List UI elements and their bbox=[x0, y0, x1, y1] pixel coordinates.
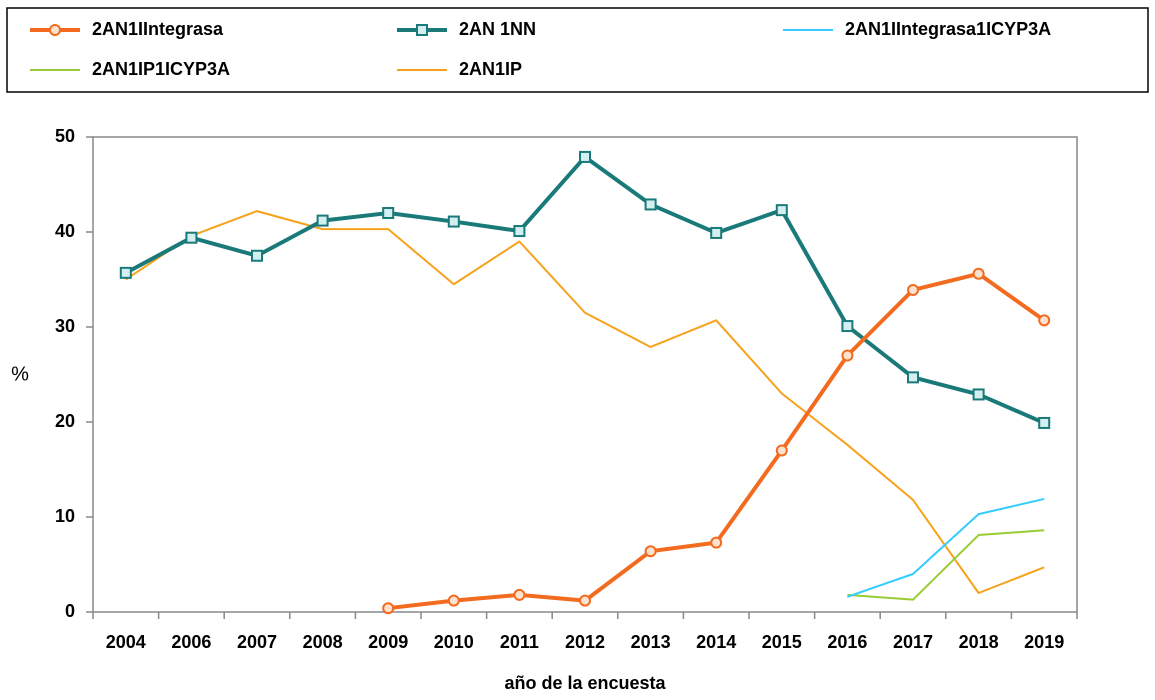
y-tick-label: 40 bbox=[55, 221, 75, 241]
y-tick-label: 20 bbox=[55, 411, 75, 431]
x-tick-label: 2017 bbox=[893, 632, 933, 652]
marker bbox=[579, 594, 591, 607]
marker bbox=[972, 388, 985, 401]
marker bbox=[907, 283, 919, 296]
legend-marker bbox=[49, 24, 61, 36]
marker bbox=[447, 594, 460, 607]
y-tick-label: 10 bbox=[55, 506, 75, 526]
x-tick-label: 2008 bbox=[303, 632, 343, 652]
marker bbox=[710, 536, 723, 549]
marker bbox=[710, 226, 723, 239]
x-axis-label: año de la encuesta bbox=[504, 673, 666, 693]
marker bbox=[382, 602, 395, 615]
legend-label: 2AN1IIntegrasa1ICYP3A bbox=[845, 19, 1051, 39]
x-tick-label: 2004 bbox=[106, 632, 146, 652]
plot-area bbox=[92, 136, 1078, 613]
marker bbox=[775, 204, 788, 217]
marker bbox=[972, 267, 985, 280]
marker bbox=[1038, 416, 1051, 429]
marker bbox=[513, 225, 526, 238]
legend-marker bbox=[416, 24, 428, 36]
x-tick-label: 2019 bbox=[1024, 632, 1064, 652]
x-tick-label: 2010 bbox=[434, 632, 474, 652]
marker bbox=[447, 215, 460, 228]
marker bbox=[316, 214, 329, 227]
marker bbox=[119, 266, 132, 279]
x-tick-label: 2012 bbox=[565, 632, 605, 652]
marker bbox=[775, 444, 788, 457]
y-tick-label: 50 bbox=[55, 126, 75, 146]
y-tick-label: 30 bbox=[55, 316, 75, 336]
marker bbox=[579, 150, 591, 163]
marker bbox=[841, 349, 854, 362]
x-tick-label: 2014 bbox=[696, 632, 736, 652]
marker bbox=[185, 231, 198, 244]
marker bbox=[1038, 314, 1051, 327]
x-tick-label: 2007 bbox=[237, 632, 277, 652]
x-tick-label: 2009 bbox=[368, 632, 408, 652]
marker bbox=[644, 545, 657, 558]
marker bbox=[251, 249, 263, 262]
marker bbox=[644, 198, 657, 211]
series-line bbox=[125, 210, 1045, 594]
marker bbox=[513, 588, 526, 601]
legend-label: 2AN1IIntegrasa bbox=[92, 19, 224, 39]
y-tick-label: 0 bbox=[65, 601, 75, 621]
x-tick-label: 2013 bbox=[631, 632, 671, 652]
y-axis-label: % bbox=[11, 363, 29, 385]
marker bbox=[907, 371, 919, 384]
x-tick-label: 2016 bbox=[827, 632, 867, 652]
legend-label: 2AN 1NN bbox=[459, 19, 536, 39]
marker bbox=[382, 207, 395, 219]
marker bbox=[841, 320, 854, 333]
x-tick-label: 2006 bbox=[171, 632, 211, 652]
series-line bbox=[847, 529, 1045, 601]
x-tick-label: 2015 bbox=[762, 632, 802, 652]
legend-box bbox=[6, 7, 1149, 93]
legend-label: 2AN1IP bbox=[459, 59, 522, 79]
x-tick-label: 2018 bbox=[959, 632, 999, 652]
series-line bbox=[847, 497, 1045, 598]
legend-label: 2AN1IP1ICYP3A bbox=[92, 59, 230, 79]
x-tick-label: 2011 bbox=[500, 632, 539, 652]
